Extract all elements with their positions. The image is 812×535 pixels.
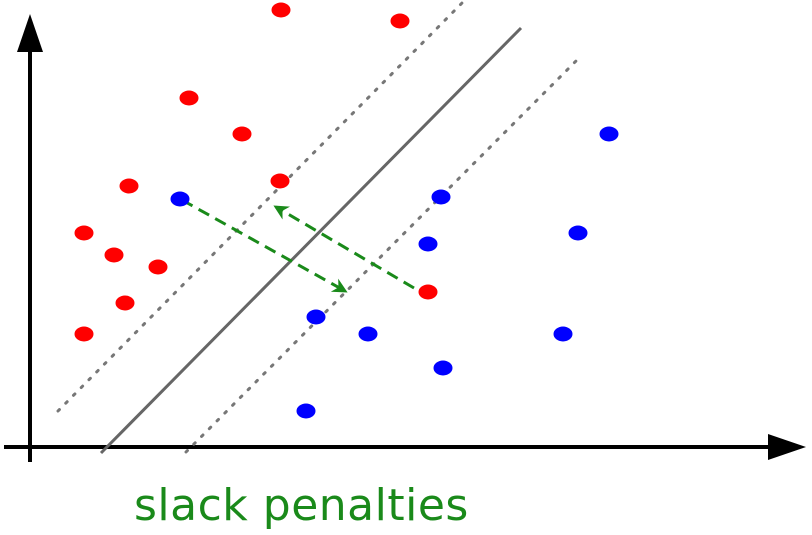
red-point <box>390 13 410 29</box>
red-point <box>74 225 94 241</box>
blue-point <box>170 191 190 207</box>
blue-point <box>431 189 451 205</box>
red-class-points <box>74 2 438 342</box>
red-point <box>104 247 124 263</box>
red-point <box>179 90 199 106</box>
blue-point <box>433 360 453 376</box>
slack-arrow-blue <box>181 198 348 293</box>
y-axis-arrowhead <box>17 14 43 52</box>
red-point <box>115 295 135 311</box>
red-point <box>119 178 139 194</box>
blue-class-points <box>170 126 619 419</box>
red-point <box>270 173 290 189</box>
red-point <box>271 2 291 18</box>
slack-arrow-red <box>273 205 415 290</box>
blue-point <box>418 236 438 252</box>
upper-margin-line <box>56 0 465 413</box>
red-point <box>74 326 94 342</box>
blue-point <box>306 309 326 325</box>
axes <box>4 14 806 462</box>
decision-boundary-line <box>99 26 523 455</box>
caption-text: slack penalties <box>134 480 469 531</box>
red-point <box>148 259 168 275</box>
blue-point <box>599 126 619 142</box>
blue-point <box>296 403 316 419</box>
red-point <box>418 284 438 300</box>
blue-point <box>568 225 588 241</box>
lower-margin-line <box>184 55 582 454</box>
blue-point <box>553 326 573 342</box>
x-axis-arrowhead <box>768 434 806 460</box>
blue-point <box>358 326 378 342</box>
red-point <box>232 126 252 142</box>
